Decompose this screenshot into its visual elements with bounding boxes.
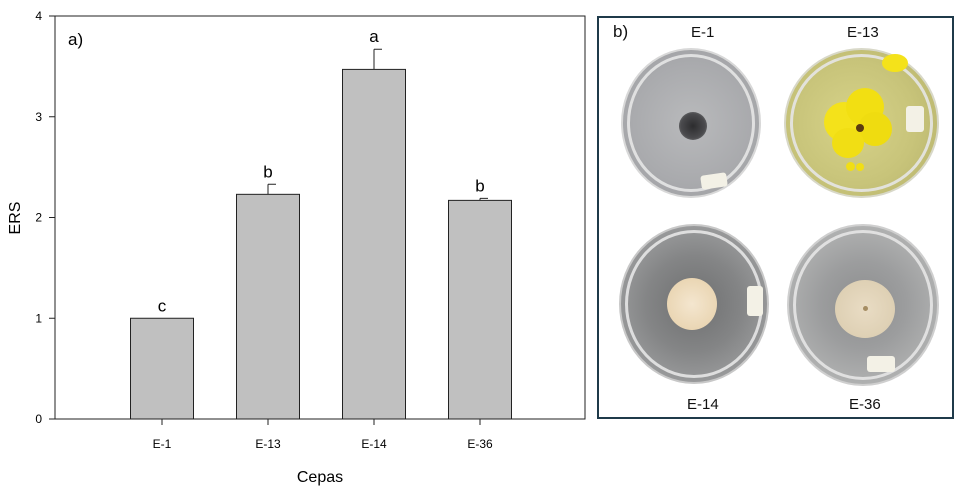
fungal-colony-yellow — [832, 128, 864, 158]
petri-dish-photo-panel: b) E-1 E-13 E-14 E-36 — [597, 16, 954, 419]
fungal-colony-small — [856, 163, 864, 171]
petri-dish-e14 — [619, 224, 769, 384]
dish-label-sticker — [700, 172, 728, 190]
bar-e-13 — [236, 193, 300, 420]
y-tick-label: 1 — [35, 311, 42, 325]
y-axis-label: ERS — [7, 202, 24, 235]
y-tick-label: 2 — [35, 211, 42, 225]
significance-letter: c — [158, 296, 167, 315]
significance-letter: b — [475, 176, 484, 195]
petri-dish-e36 — [787, 224, 939, 386]
petri-dish-e1 — [621, 48, 761, 198]
panel-b-label: b) — [613, 22, 629, 41]
significance-letter: a — [369, 27, 379, 46]
x-tick-label: E-13 — [255, 437, 281, 451]
y-tick-label: 0 — [35, 412, 42, 426]
colony-center — [863, 306, 868, 311]
x-tick-label: E-14 — [361, 437, 387, 451]
dish-rim — [790, 54, 933, 192]
x-tick-label: E-36 — [467, 437, 493, 451]
fungal-colony — [667, 278, 717, 330]
dish-rim — [627, 54, 755, 192]
significance-letter: b — [263, 162, 272, 181]
bar-e-1 — [130, 317, 194, 420]
dish-rim — [793, 230, 933, 380]
plate-label-e1: E-1 — [691, 24, 715, 41]
dish-label-sticker — [867, 356, 895, 372]
dish-label-sticker — [747, 286, 763, 316]
colony-center — [856, 124, 864, 132]
fungal-colony-small — [846, 162, 855, 171]
panel-a-label: a) — [68, 30, 83, 49]
dish-label-sticker — [906, 106, 924, 132]
fungal-colony-edge — [882, 54, 908, 72]
plate-label-e14: E-14 — [687, 396, 719, 413]
plate-label-e13: E-13 — [847, 24, 879, 41]
x-tick-label: E-1 — [153, 437, 172, 451]
plate-label-e36: E-36 — [849, 396, 881, 413]
y-axis: 0 1 2 3 4 — [35, 9, 55, 426]
bars: c b a b — [130, 27, 512, 420]
fungal-colony — [679, 112, 707, 140]
y-tick-label: 3 — [35, 110, 42, 124]
bar-e-36 — [448, 199, 512, 420]
x-axis-label: Cepas — [297, 469, 343, 486]
bar-e-14 — [342, 68, 406, 420]
y-tick-label: 4 — [35, 9, 42, 23]
x-axis: E-1 E-13 E-14 E-36 — [153, 419, 493, 451]
petri-dish-e13 — [784, 48, 939, 198]
